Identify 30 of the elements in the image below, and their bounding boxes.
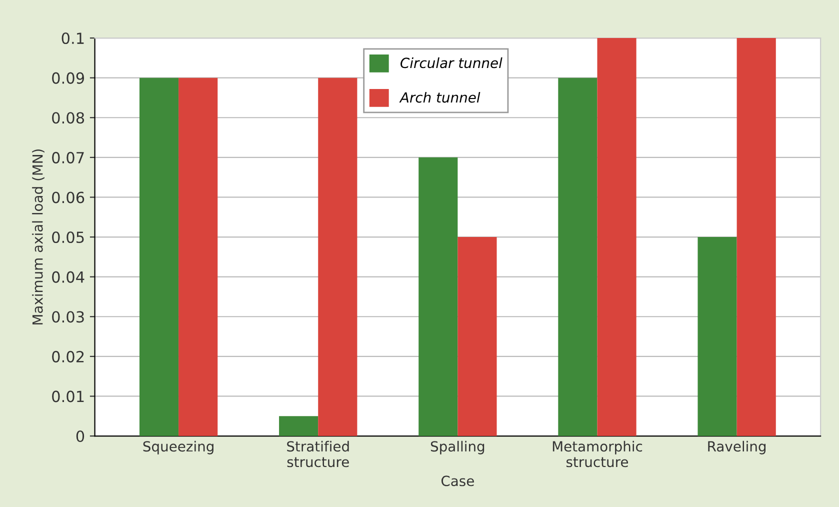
legend-label: Arch tunnel (399, 92, 480, 103)
y-tick-label: 0 (76, 430, 84, 442)
bar (318, 78, 358, 436)
y-tick-label: 0.01 (52, 390, 84, 402)
x-axis-title: Case (441, 476, 474, 486)
y-tick-label: 0.02 (52, 350, 84, 362)
x-tick-label: Raveling (708, 440, 766, 454)
y-tick-label: 0.08 (52, 112, 84, 124)
bar (597, 38, 636, 436)
y-tick-label: 0.06 (52, 192, 84, 204)
bar (458, 237, 497, 436)
x-tick-label: Stratified structure (287, 440, 349, 468)
x-tick-label: Squeezing (143, 440, 214, 454)
y-tick-label: 0.03 (52, 311, 84, 323)
legend-label: Circular tunnel (400, 57, 502, 68)
bar (279, 416, 318, 436)
y-tick-label: 0.05 (52, 231, 84, 244)
y-tick-label: 0.1 (62, 32, 84, 44)
bar (698, 237, 737, 436)
bar (736, 38, 776, 436)
y-tick-label: 0.04 (52, 271, 84, 283)
bar (139, 78, 179, 436)
y-tick-label: 0.09 (52, 72, 84, 84)
bar (178, 78, 218, 436)
x-tick-label: Metamorphic structure (552, 440, 642, 468)
y-tick-label: 0.07 (52, 152, 84, 164)
y-axis-title: Maximum axial load (MN) (32, 149, 44, 324)
x-tick-label: Spalling (430, 440, 484, 454)
bar (558, 78, 598, 436)
bar (418, 157, 458, 436)
